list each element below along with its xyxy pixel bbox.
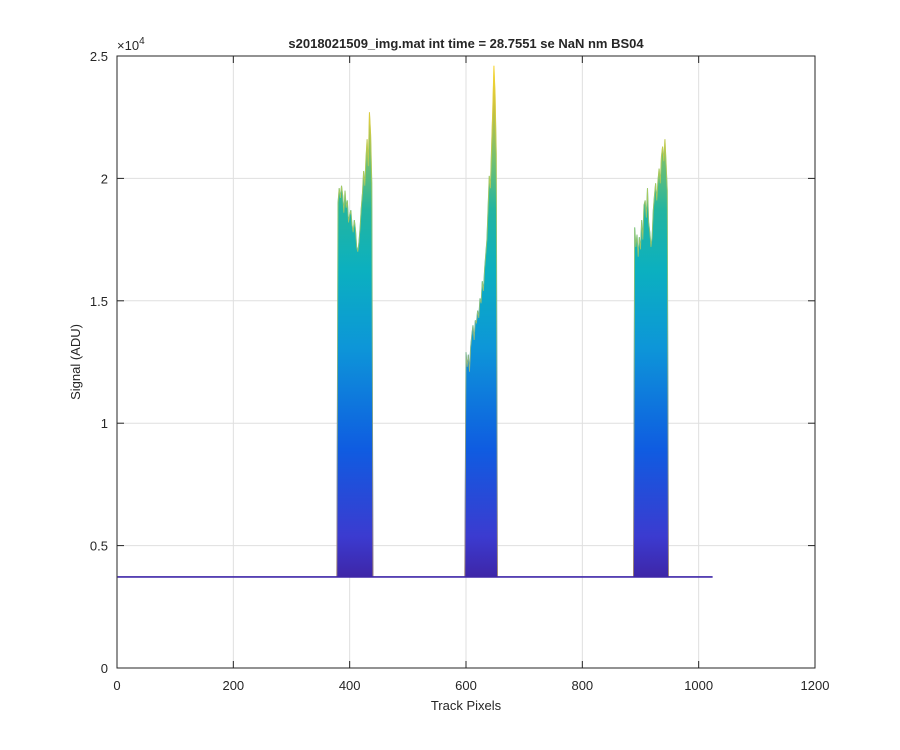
peak-3-trace (633, 139, 669, 577)
x-tick-label: 0 (113, 678, 120, 693)
y-tick-label: 2.5 (90, 49, 108, 64)
y-tick-label: 2 (101, 171, 108, 186)
x-tick-label: 1200 (801, 678, 830, 693)
y-axis-exponent-base: ×10 (117, 38, 139, 53)
plot-area (117, 65, 713, 578)
peak-1-trace (336, 112, 374, 577)
x-tick-label: 800 (571, 678, 593, 693)
axes: 0 200 400 600 800 1000 1200 0 0.5 1 1.5 2 2.5 (90, 49, 830, 693)
y-axis-label: Signal (ADU) (68, 324, 83, 400)
y-axis-exponent-power: 4 (139, 36, 145, 47)
y-axis-exponent: ×104 (117, 36, 145, 53)
x-axis-label: Track Pixels (431, 698, 502, 713)
x-tick-label: 600 (455, 678, 477, 693)
x-tick-label: 1000 (684, 678, 713, 693)
y-tick-label: 0.5 (90, 539, 108, 554)
x-tick-label: 200 (222, 678, 244, 693)
y-tick-label: 1 (101, 416, 108, 431)
y-tick-label: 1.5 (90, 294, 108, 309)
chart-title: s2018021509_img.mat int time = 28.7551 s… (288, 36, 644, 51)
peak-2-trace (464, 65, 498, 577)
x-tick-label: 400 (339, 678, 361, 693)
y-tick-label: 0 (101, 661, 108, 676)
